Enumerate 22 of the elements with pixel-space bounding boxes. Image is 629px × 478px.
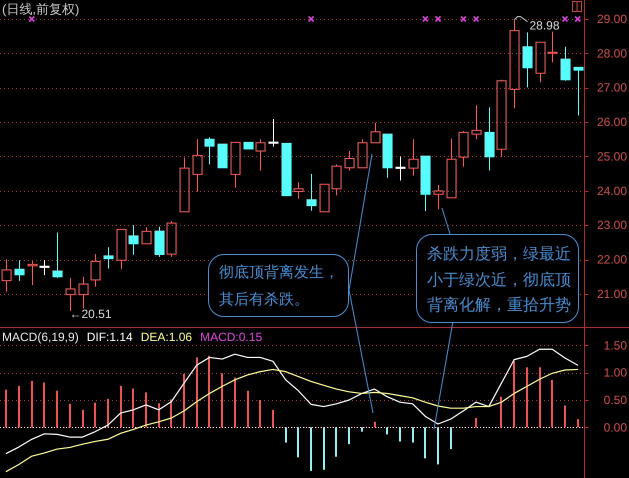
y-tick-label: 1.50 [604,338,628,352]
y-tick-label: 22.00 [596,252,628,267]
y-tick-label: 28.00 [596,46,628,60]
y-tick-label: 27.00 [596,80,628,95]
annotation: 28.98 [530,18,560,33]
y-tick-label: 21.00 [596,286,628,301]
text: DEA:1.06 [140,330,192,344]
y-tick-label: 1.00 [604,366,628,380]
legend-title: MACD(6,19,9) [2,330,79,344]
annotation: ←20.51 [70,306,112,321]
series-label: MACD:0.15 [200,330,262,344]
y-tick-label: 0.50 [604,393,628,407]
annotation: 彻底顶背离发生，其后有杀跌。 [219,263,339,308]
y-tick-label: 25.00 [596,149,628,164]
chart-title: (日线,前复权) [2,2,80,16]
y-tick-label: 29.00 [596,12,628,26]
text: DIF:1.14 [86,330,134,344]
y-tick-label: 0.00 [604,420,628,434]
annotation: 杀跌力度弱，绿最近小于绿次近，彻底顶背离化解，重拾升势 [427,244,571,314]
y-tick-label: 23.00 [596,218,628,232]
y-tick-label: 26.00 [596,115,628,130]
y-tick-label: 24.00 [596,184,628,198]
